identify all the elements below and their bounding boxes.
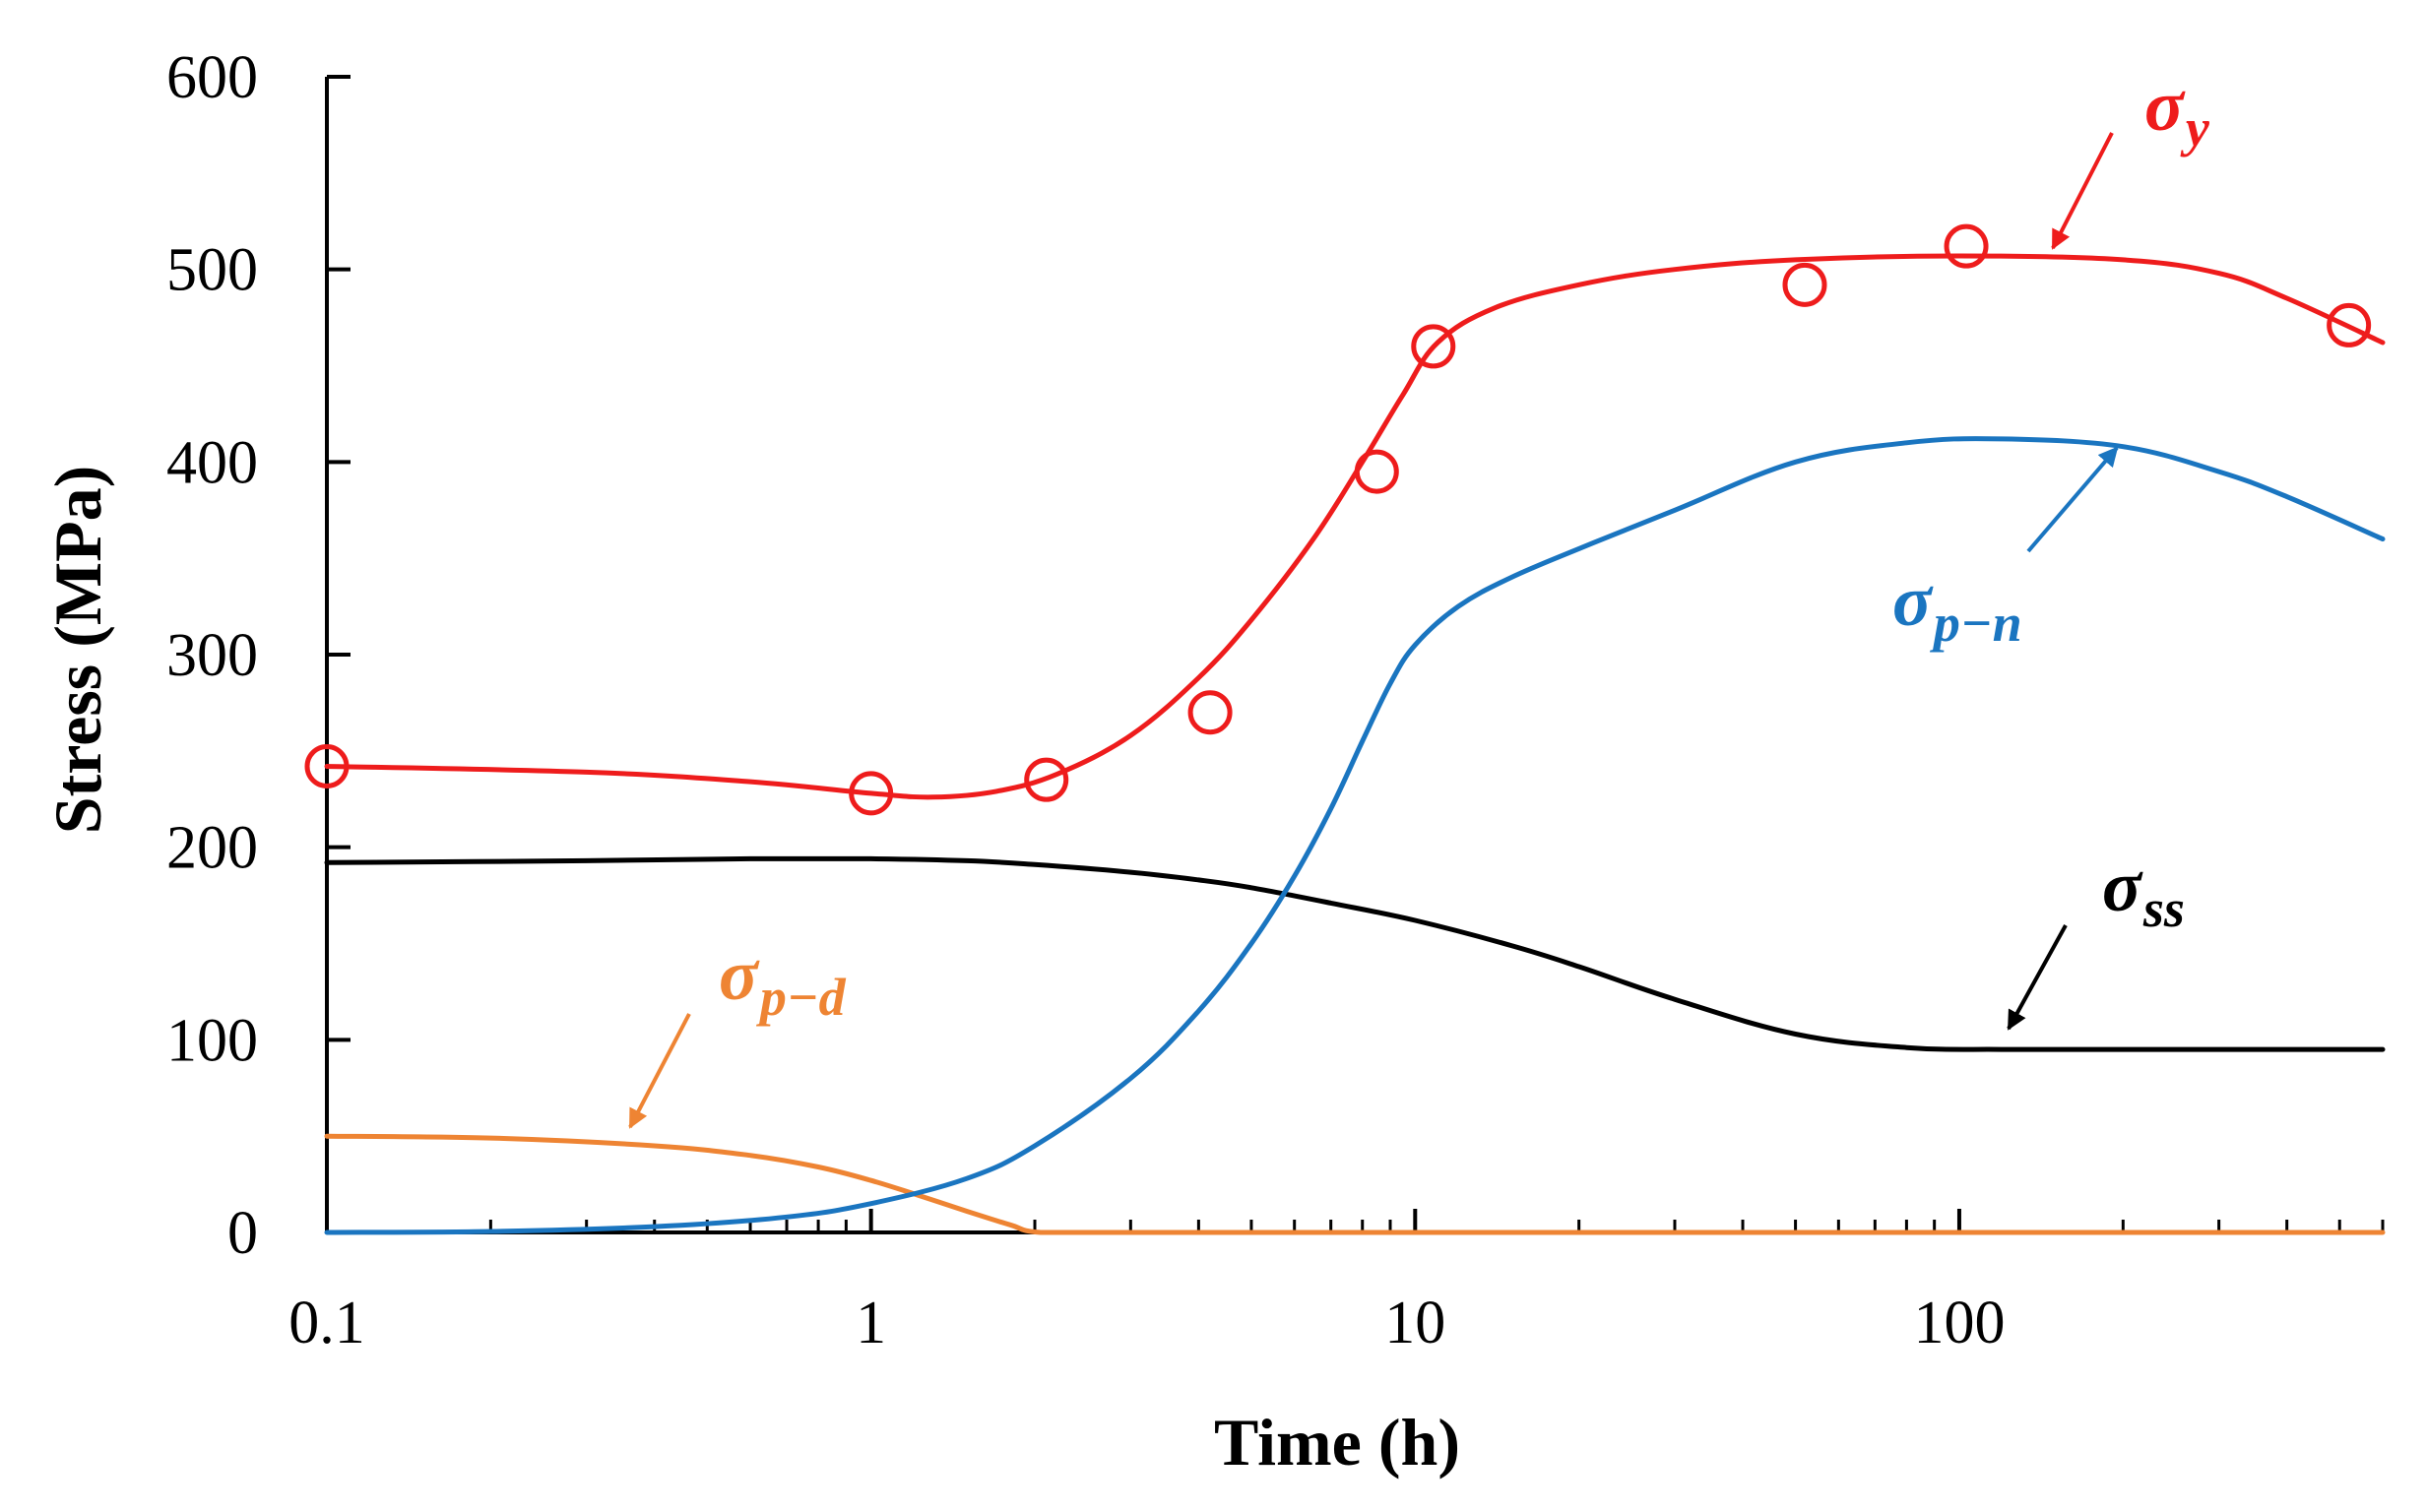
series-label-sigma-p-n: σp−n [1892, 561, 2022, 653]
data-point-marker [1187, 690, 1233, 735]
data-point-marker [1024, 757, 1069, 802]
y-tick-label: 600 [166, 44, 258, 111]
series-label-sigma-y: σy [2144, 66, 2210, 158]
data-point-marker [1944, 223, 1989, 269]
series-label-symbol: σ [719, 935, 760, 1016]
annotation-arrow-sigma-ss [2007, 924, 2068, 1031]
x-axis-title: Time (h) [1214, 1405, 1460, 1480]
series-line-sigma-y [324, 253, 2386, 800]
data-point-marker [849, 771, 894, 816]
series-line-sigma-p-n [324, 436, 2386, 1235]
data-point-marker [1411, 324, 1456, 369]
series-line-sigma-ss [324, 855, 2386, 1052]
y-tick-label: 300 [166, 622, 258, 689]
y-tick-label: 100 [166, 1007, 258, 1074]
series-label-subscript: p−d [756, 968, 847, 1027]
series-line-sigma-p-d [324, 1133, 2386, 1235]
data-point-marker [1354, 449, 1399, 494]
y-axis-title: Stress (MPa) [40, 466, 115, 835]
series-label-subscript: y [2180, 98, 2210, 158]
series-label-sigma-p-d: σp−d [719, 935, 847, 1027]
series-label-sigma-ss: σss [2102, 847, 2185, 938]
series-label-symbol: σ [2144, 66, 2186, 147]
series-label-symbol: σ [2102, 847, 2143, 927]
data-point-marker [304, 743, 350, 788]
annotation-arrow-sigma-p-d [628, 1013, 691, 1129]
x-tick-label: 0.1 [288, 1290, 365, 1356]
ticks [325, 75, 2385, 1234]
y-tick-label: 400 [166, 429, 258, 496]
series-label-subscript: ss [2142, 879, 2185, 938]
x-tick-label: 10 [1384, 1290, 1445, 1356]
y-tick-label: 200 [166, 815, 258, 882]
series-label-subscript: p−n [1930, 594, 2022, 653]
x-tick-label: 1 [856, 1290, 886, 1356]
series-label-symbol: σ [1892, 561, 1934, 642]
annotation-arrow-sigma-p-n [2026, 446, 2119, 553]
series [324, 253, 2386, 1235]
y-tick-label: 0 [227, 1200, 258, 1267]
x-tick-label: 100 [1913, 1290, 2005, 1356]
annotation-arrow-sigma-y [2051, 132, 2114, 250]
y-tick-label: 500 [166, 237, 258, 304]
axes [325, 77, 2383, 1234]
markers [304, 223, 2372, 816]
tick-labels: 0 100 200 300 400 500 600 0.1 1 10 100 [166, 44, 2005, 1356]
data-point-marker [2327, 302, 2372, 347]
data-point-marker [1782, 262, 1827, 307]
